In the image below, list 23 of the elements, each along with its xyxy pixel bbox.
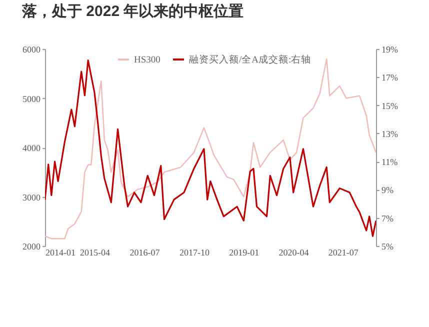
y2-tick-label: 7% xyxy=(382,213,394,224)
x-tick-label: 2016-07 xyxy=(130,248,160,258)
chart-title: 落，处于 2022 年以来的中枢位置 xyxy=(21,3,244,20)
x-tick-label: 2014-01 xyxy=(46,248,76,258)
y-tick-label: 3000 xyxy=(22,192,41,202)
x-tick-label: 2017-10 xyxy=(179,248,210,258)
y-tick-label: 5000 xyxy=(22,94,41,104)
y2-tick-label: 11% xyxy=(382,157,398,168)
x-tick-label: 2015-04 xyxy=(80,248,111,258)
y-tick-label: 2000 xyxy=(22,242,41,252)
x-tick-label: 2020-04 xyxy=(278,248,310,258)
y2-tick-label: 17% xyxy=(382,72,398,83)
y2-tick-label: 5% xyxy=(382,242,394,252)
y-tick-label: 6000 xyxy=(22,44,41,54)
y2-tick-label: 19% xyxy=(382,44,398,54)
legend-label: HS300 xyxy=(134,56,161,66)
x-tick-label: 2019-01 xyxy=(229,248,260,258)
y2-tick-label: 13% xyxy=(382,128,398,139)
y-tick-label: 4000 xyxy=(22,143,41,153)
y2-tick-label: 9% xyxy=(382,185,394,196)
legend-label: 融资买入额/全A成交额:右轴 xyxy=(189,54,312,66)
x-tick-label: 2021-07 xyxy=(328,248,359,258)
y2-tick-label: 15% xyxy=(382,100,398,111)
